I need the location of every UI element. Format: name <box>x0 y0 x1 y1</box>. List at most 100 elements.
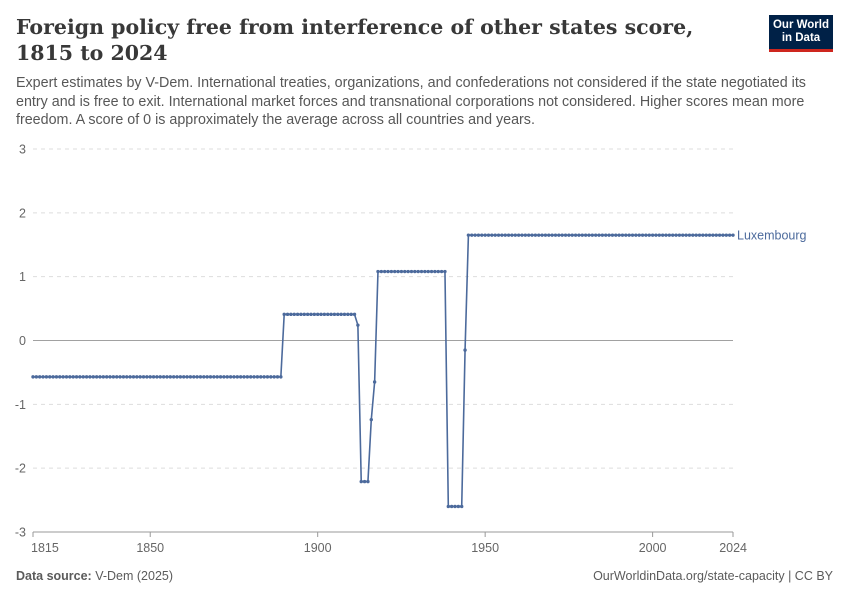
data-point <box>550 233 554 237</box>
data-point <box>654 233 658 237</box>
data-point <box>436 269 440 274</box>
data-point <box>587 233 591 237</box>
source-url[interactable]: OurWorldinData.org/state-capacity | CC B… <box>593 569 833 583</box>
data-point <box>352 312 357 317</box>
data-source-value[interactable]: V-Dem (2025) <box>95 569 174 583</box>
data-point <box>188 375 193 379</box>
data-point <box>717 233 722 237</box>
data-point <box>138 375 142 379</box>
data-point <box>175 375 179 379</box>
data-point <box>366 479 370 484</box>
data-point <box>630 233 635 237</box>
data-point <box>560 233 564 237</box>
data-point <box>396 269 400 274</box>
data-point <box>192 375 196 379</box>
data-point <box>108 375 112 379</box>
data-point <box>456 504 461 509</box>
data-point <box>600 233 605 237</box>
data-point <box>218 375 223 379</box>
data-point <box>104 375 109 379</box>
data-point <box>84 375 89 379</box>
data-point <box>580 233 584 237</box>
data-point <box>664 233 668 237</box>
data-point <box>701 233 705 237</box>
data-point <box>627 233 631 237</box>
data-point <box>382 269 387 274</box>
data-point <box>516 233 521 237</box>
data-point <box>413 269 417 274</box>
data-point <box>205 375 209 379</box>
data-point <box>168 375 173 379</box>
data-point <box>259 375 263 379</box>
data-point <box>667 233 672 237</box>
data-source-label: Data source: <box>16 569 92 583</box>
data-point <box>409 269 414 274</box>
data-point <box>74 375 79 379</box>
data-point <box>151 375 156 379</box>
data-point <box>31 375 35 379</box>
data-point <box>687 233 692 237</box>
data-point <box>319 312 323 317</box>
data-point <box>567 233 571 237</box>
data-point <box>289 312 293 317</box>
data-point <box>526 233 531 237</box>
data-point <box>493 233 497 237</box>
data-point <box>610 233 615 237</box>
data-point <box>38 375 42 379</box>
data-point <box>312 312 317 317</box>
data-point <box>272 375 276 379</box>
x-tick-label: 2000 <box>639 541 667 555</box>
logo-line-1: Our World <box>772 19 829 31</box>
data-point <box>510 233 514 237</box>
data-point <box>91 375 95 379</box>
data-point <box>54 375 59 379</box>
data-point <box>650 233 655 237</box>
data-point <box>513 233 517 237</box>
data-point <box>222 375 226 379</box>
data-point <box>520 233 524 237</box>
data-point <box>697 233 702 237</box>
data-point <box>443 269 447 274</box>
data-point <box>64 375 69 379</box>
data-point <box>506 233 511 237</box>
data-point <box>232 375 236 379</box>
data-point <box>593 233 598 237</box>
data-point <box>577 233 581 237</box>
data-point <box>98 375 102 379</box>
data-point <box>553 233 558 237</box>
data-point <box>660 233 665 237</box>
data-point <box>704 233 708 237</box>
data-point <box>496 233 501 237</box>
data-point <box>295 312 300 317</box>
data-point <box>68 375 72 379</box>
data-point <box>674 233 678 237</box>
data-point <box>302 312 306 317</box>
data-point <box>677 233 682 237</box>
data-point <box>583 233 588 237</box>
data-point <box>285 312 290 317</box>
data-point <box>322 312 327 317</box>
chart-title: Foreign policy free from interference of… <box>16 15 694 65</box>
data-point <box>604 233 608 237</box>
data-point <box>275 375 280 379</box>
data-point <box>34 375 39 379</box>
data-point <box>540 233 544 237</box>
chart-subtitle: Expert estimates by V-Dem. International… <box>16 75 806 128</box>
data-point <box>202 375 206 379</box>
data-point <box>235 375 240 379</box>
data-point <box>416 269 420 274</box>
data-point <box>346 312 350 317</box>
data-point <box>238 375 243 379</box>
data-point <box>309 312 313 317</box>
data-point <box>128 375 132 379</box>
data-point <box>533 233 538 237</box>
data-point <box>262 375 266 379</box>
owid-logo[interactable]: Our World in Data <box>769 15 833 52</box>
data-point <box>282 312 286 317</box>
y-tick-label: 1 <box>19 270 26 284</box>
data-point <box>252 375 256 379</box>
data-point <box>178 375 183 379</box>
data-point <box>155 375 159 379</box>
data-point <box>470 233 474 237</box>
